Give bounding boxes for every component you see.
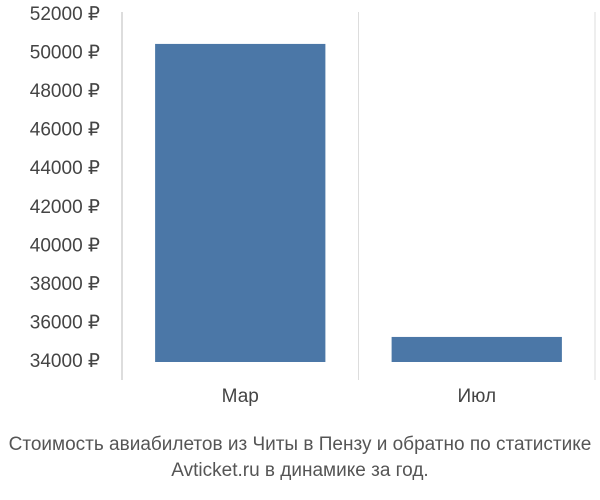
y-tick-label: 34000 ₽ <box>30 351 100 372</box>
y-tick-label: 38000 ₽ <box>30 274 100 295</box>
y-tick-label: 48000 ₽ <box>30 81 100 102</box>
y-tick-label: 36000 ₽ <box>30 312 100 333</box>
chart: 34000 ₽ 36000 ₽ 38000 ₽ 40000 ₽ 42000 ₽ 44000… <box>30 4 596 407</box>
y-tick-label: 42000 ₽ <box>30 197 100 218</box>
bar <box>391 336 562 362</box>
y-tick-label: 46000 ₽ <box>30 120 100 141</box>
bar <box>155 43 326 363</box>
y-tick-label: 50000 ₽ <box>30 43 100 64</box>
x-tick-label: Мар <box>222 386 259 407</box>
y-tick-label: 40000 ₽ <box>30 235 100 256</box>
y-tick-label: 44000 ₽ <box>30 158 100 179</box>
y-tick-label: 52000 ₽ <box>30 4 100 25</box>
x-tick-label: Июл <box>457 386 496 407</box>
chart-title: Стоимость авиабилетов из Читы в Пензу и … <box>8 434 592 481</box>
